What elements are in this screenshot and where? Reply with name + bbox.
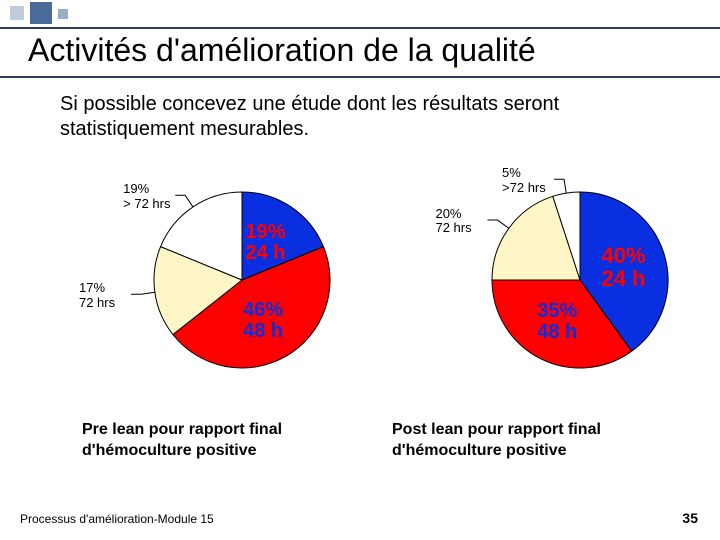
pie-ext-label: 19% > 72 hrs bbox=[123, 182, 170, 211]
pie-inner-label: 46% 48 h bbox=[243, 300, 283, 342]
pie-inner-label: 35% 48 h bbox=[537, 301, 577, 343]
pie-chart-pre: 19% 24 h 46% 48 h 17% 72 hrs 19% > 72 hrs bbox=[42, 170, 372, 400]
header-rule bbox=[0, 27, 720, 29]
pie-svg-post bbox=[380, 170, 710, 400]
page-title: Activités d'amélioration de la qualité bbox=[28, 32, 536, 69]
pie-inner-label: 40% 24 h bbox=[602, 244, 646, 290]
pie-leader bbox=[554, 179, 566, 193]
pie-leader bbox=[487, 220, 508, 228]
header-accent bbox=[0, 0, 720, 28]
pie-leader bbox=[131, 292, 155, 294]
caption-post: Post lean pour rapport final d'hémocultu… bbox=[392, 420, 692, 462]
footer-right: 35 bbox=[682, 510, 698, 526]
caption-pre: Pre lean pour rapport final d'hémocultur… bbox=[82, 420, 382, 462]
footer-left: Processus d'amélioration-Module 15 bbox=[20, 512, 214, 526]
pie-leader bbox=[175, 195, 193, 207]
pie-inner-label: 19% 24 h bbox=[245, 222, 285, 264]
subtitle: Si possible concevez une étude dont les … bbox=[60, 92, 660, 142]
pie-ext-label: 5% >72 hrs bbox=[502, 166, 546, 195]
pie-ext-label: 17% 72 hrs bbox=[79, 281, 115, 310]
pie-chart-post: 40% 24 h35% 48 h20% 72 hrs5% >72 hrs bbox=[380, 170, 710, 400]
pie-ext-label: 20% 72 hrs bbox=[435, 207, 471, 236]
title-underline bbox=[0, 76, 720, 78]
